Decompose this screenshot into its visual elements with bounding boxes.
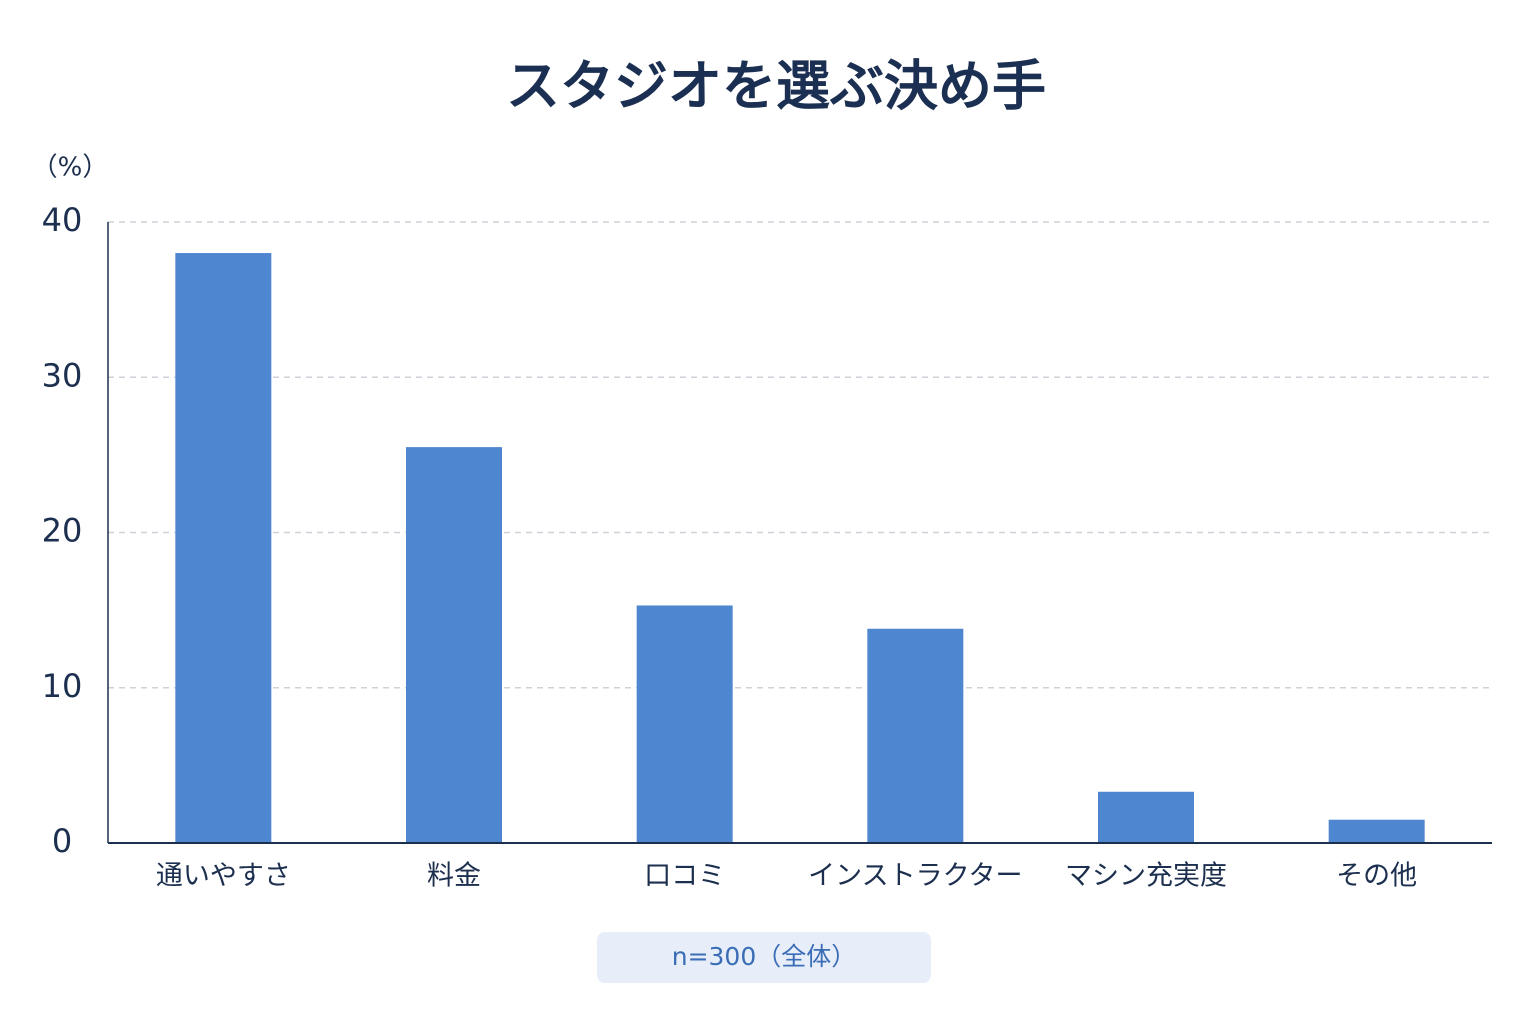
y-tick-label: 40: [42, 201, 83, 239]
y-tick-label: 0: [52, 822, 72, 860]
x-tick-label: 通いやすさ: [156, 861, 291, 892]
note: n=300（全体）: [672, 942, 857, 971]
y-axis-label: （%）: [32, 153, 109, 183]
bar: [636, 605, 733, 843]
bar: [1098, 791, 1194, 843]
bar: [175, 253, 272, 844]
x-tick-label: その他: [1336, 861, 1417, 892]
y-tick-label: 10: [42, 667, 83, 705]
chart-title: スタジオを選ぶ決め手: [506, 55, 1046, 118]
bar: [867, 628, 964, 843]
note-box: [597, 932, 931, 983]
bar: [406, 447, 502, 843]
x-tick-label: インストラクター: [808, 861, 1022, 892]
y-tick-label: 30: [42, 356, 83, 394]
x-tick-label: 口コミ: [644, 861, 725, 892]
x-tick-label: 料金: [427, 861, 481, 892]
y-tick-label: 20: [42, 512, 83, 550]
x-tick-label: マシン充実度: [1065, 861, 1227, 892]
bar: [1328, 819, 1425, 843]
